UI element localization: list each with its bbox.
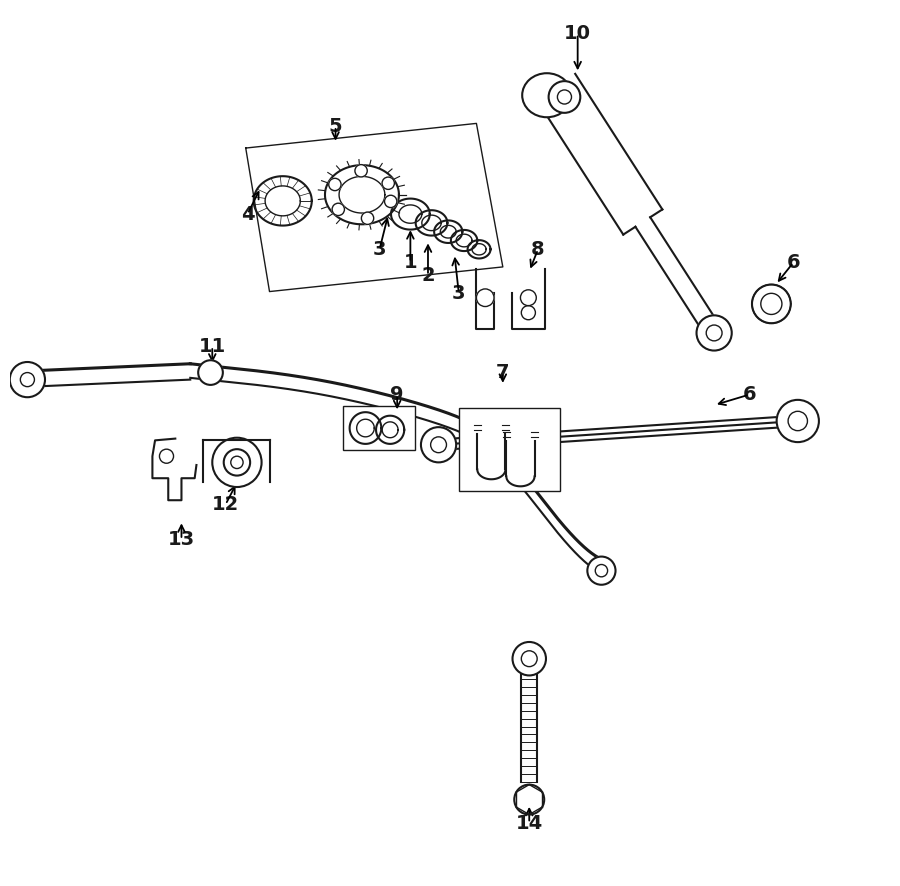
Text: 10: 10 [564,24,591,43]
Circle shape [521,651,537,666]
Circle shape [788,411,807,431]
Circle shape [159,449,174,463]
Circle shape [230,456,243,469]
Bar [459,408,560,492]
Circle shape [512,642,546,675]
Circle shape [384,195,397,207]
Circle shape [595,564,608,577]
Text: 3: 3 [373,240,386,259]
Circle shape [332,203,345,215]
Text: 3: 3 [452,284,465,303]
Circle shape [514,785,544,814]
Circle shape [760,293,782,315]
Circle shape [752,284,791,323]
Text: 4: 4 [240,205,255,223]
Circle shape [476,289,494,307]
Circle shape [21,373,34,386]
Text: 14: 14 [516,814,543,833]
Text: 8: 8 [531,240,544,259]
Text: 11: 11 [199,337,226,355]
Circle shape [697,315,732,351]
Text: 6: 6 [787,253,800,272]
Ellipse shape [522,74,572,117]
Circle shape [588,556,616,585]
Text: 7: 7 [496,363,509,382]
Circle shape [520,290,536,306]
Circle shape [421,427,456,462]
Circle shape [10,362,45,397]
Text: 13: 13 [168,531,195,549]
Circle shape [382,177,394,190]
Circle shape [706,325,722,341]
Circle shape [328,178,341,190]
Circle shape [777,400,819,442]
Circle shape [521,306,535,320]
Circle shape [549,82,580,113]
Text: 9: 9 [391,385,404,404]
Circle shape [198,361,223,385]
Bar [343,406,415,450]
Circle shape [355,165,367,177]
Text: 6: 6 [742,385,756,404]
Circle shape [557,90,572,104]
Text: 1: 1 [403,253,418,272]
Text: 12: 12 [212,495,239,514]
Circle shape [224,449,250,476]
Circle shape [362,212,374,224]
Circle shape [430,437,446,453]
Circle shape [212,438,262,487]
Text: 5: 5 [328,117,342,136]
Text: 2: 2 [421,266,435,285]
